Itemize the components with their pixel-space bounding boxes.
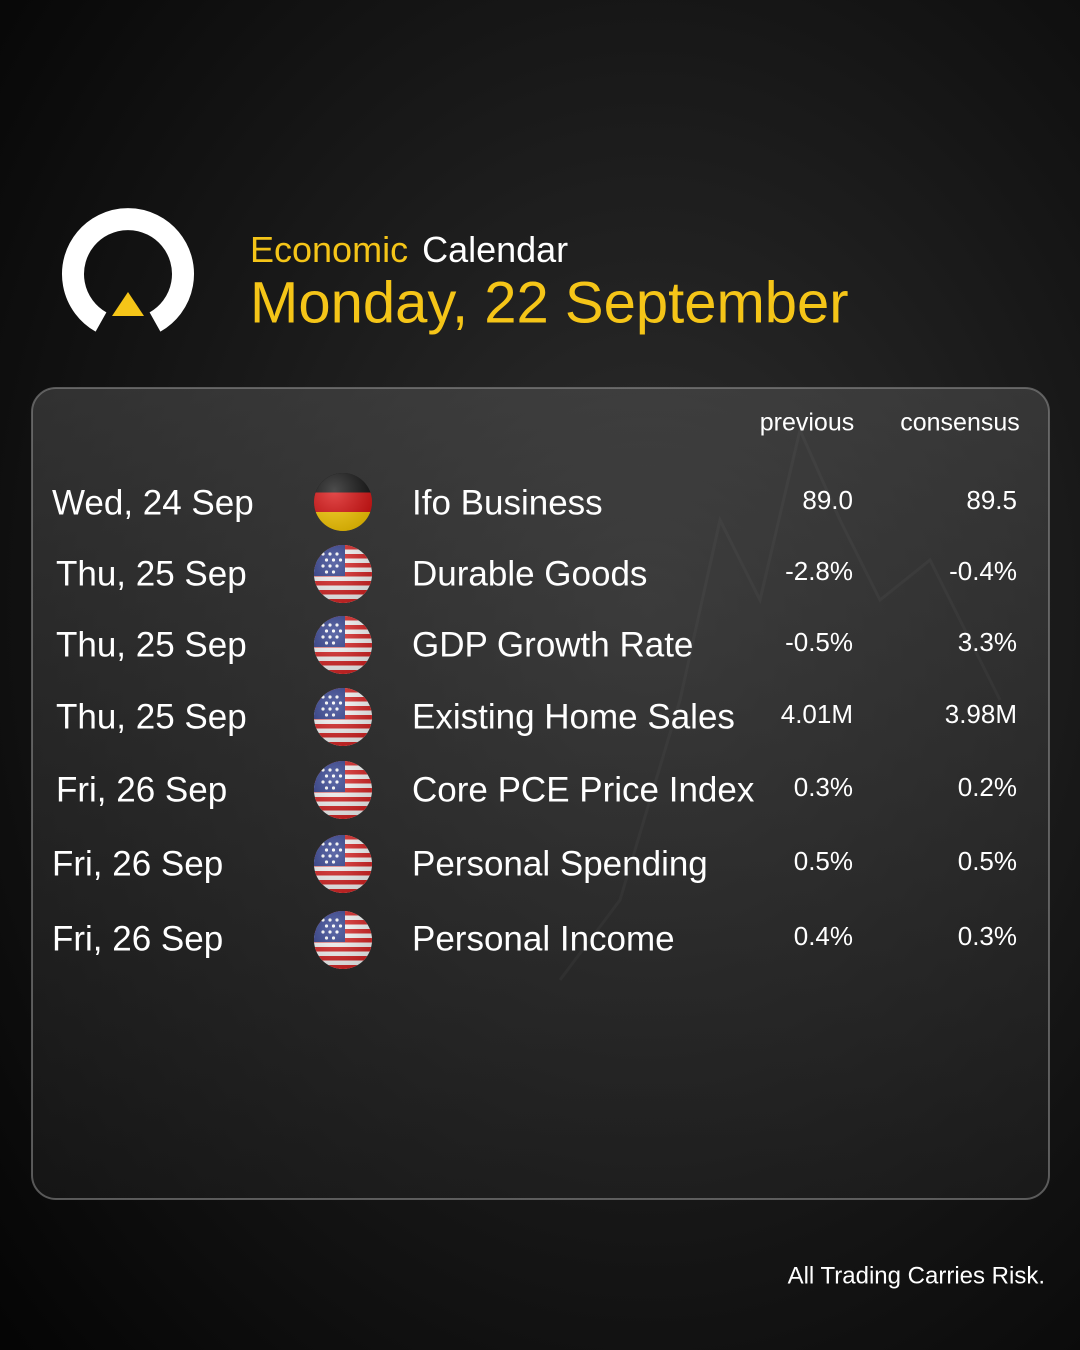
footer: All Trading Carries Risk. xyxy=(788,1262,1045,1289)
row-date: Thu, 25 Sep xyxy=(56,554,247,593)
title: Calendar xyxy=(422,229,568,270)
row-consensus: -0.4% xyxy=(949,556,1017,586)
row-consensus: 0.5% xyxy=(958,846,1017,876)
row-event: GDP Growth Rate xyxy=(412,625,693,664)
row-previous: 4.01M xyxy=(781,699,853,729)
row-consensus: 3.98M xyxy=(945,699,1017,729)
table-panel xyxy=(31,387,1050,1200)
row-previous: 0.3% xyxy=(794,772,853,802)
row-previous: 0.4% xyxy=(794,921,853,951)
title-highlight: Economic xyxy=(250,229,408,270)
header-date: Monday, 22 September xyxy=(250,270,849,335)
row-event: Personal Income xyxy=(412,919,675,958)
row-consensus: 0.2% xyxy=(958,772,1017,802)
row-consensus: 0.3% xyxy=(958,921,1017,951)
row-event: Existing Home Sales xyxy=(412,697,735,736)
row-consensus: 3.3% xyxy=(958,627,1017,657)
row-date: Wed, 24 Sep xyxy=(52,483,254,522)
row-event: Personal Spending xyxy=(412,844,708,883)
row-previous: 89.0 xyxy=(802,485,853,515)
row-date: Thu, 25 Sep xyxy=(56,697,247,736)
column-header: consensus xyxy=(900,409,1020,437)
column-header: previous xyxy=(760,409,855,437)
row-previous: -2.8% xyxy=(785,556,853,586)
row-date: Thu, 25 Sep xyxy=(56,625,247,664)
row-previous: 0.5% xyxy=(794,846,853,876)
row-date: Fri, 26 Sep xyxy=(52,919,223,958)
flag xyxy=(314,473,372,531)
row-date: Fri, 26 Sep xyxy=(56,770,227,809)
header-title: Economic Calendar xyxy=(250,229,568,270)
row-event: Ifo Business xyxy=(412,483,603,522)
row-event: Durable Goods xyxy=(412,554,647,593)
logo xyxy=(62,208,194,332)
row-consensus: 89.5 xyxy=(966,485,1017,515)
row-previous: -0.5% xyxy=(785,627,853,657)
row-date: Fri, 26 Sep xyxy=(52,844,223,883)
row-event: Core PCE Price Index xyxy=(412,770,755,809)
